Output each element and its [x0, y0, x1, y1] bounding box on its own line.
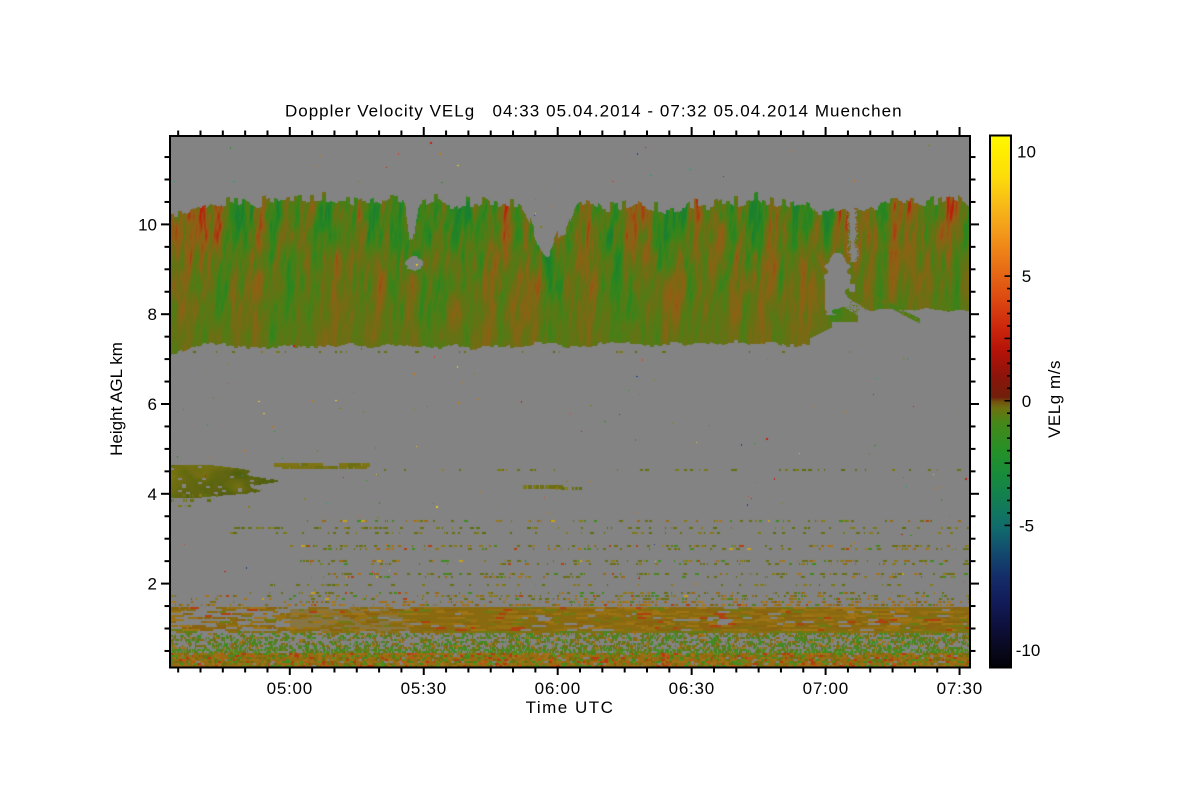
svg-text:6: 6 — [148, 395, 157, 414]
svg-text:Time UTC: Time UTC — [526, 698, 615, 717]
svg-text:-5: -5 — [1019, 516, 1034, 535]
svg-text:04:33 05.04.2014 - 07:32 05.04: 04:33 05.04.2014 - 07:32 05.04.2014 Muen… — [493, 102, 903, 121]
svg-text:05:00: 05:00 — [267, 679, 313, 698]
svg-text:06:00: 06:00 — [535, 679, 581, 698]
svg-text:0: 0 — [1022, 392, 1031, 411]
svg-text:10: 10 — [138, 215, 157, 234]
svg-text:-10: -10 — [1016, 641, 1041, 660]
svg-text:4: 4 — [148, 485, 157, 504]
svg-text:VELg m/s: VELg m/s — [1045, 360, 1064, 438]
svg-text:10: 10 — [1017, 143, 1036, 162]
svg-text:2: 2 — [148, 575, 157, 594]
svg-text:Doppler Velocity VELg: Doppler Velocity VELg — [285, 102, 475, 121]
svg-text:06:30: 06:30 — [669, 679, 715, 698]
svg-text:05:30: 05:30 — [401, 679, 447, 698]
svg-text:5: 5 — [1022, 267, 1031, 286]
svg-text:07:30: 07:30 — [937, 679, 983, 698]
svg-text:Height AGL km: Height AGL km — [107, 342, 126, 456]
svg-text:07:00: 07:00 — [803, 679, 849, 698]
svg-text:8: 8 — [148, 305, 157, 324]
